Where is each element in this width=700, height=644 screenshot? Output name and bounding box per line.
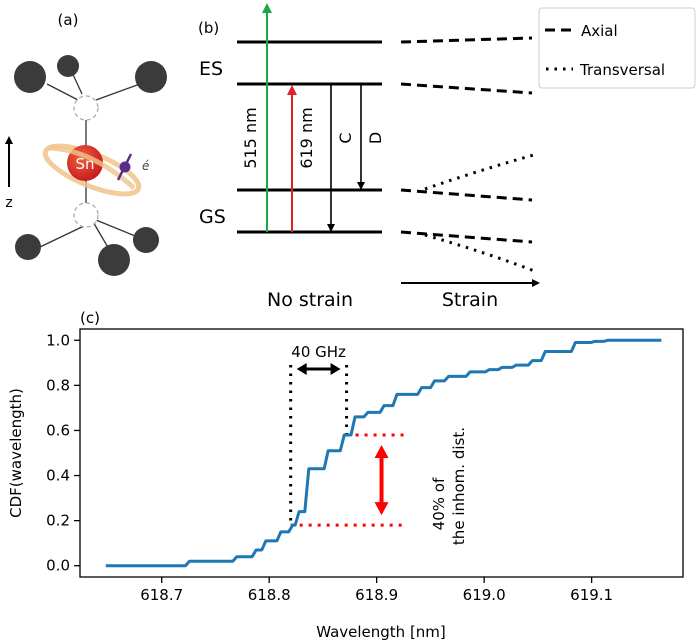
fraction-label-line2: the inhom. dist. <box>450 427 468 545</box>
vacancy-bottom <box>73 202 99 228</box>
y-axis: 0.0 0.2 0.4 0.6 0.8 1.0 <box>46 331 80 575</box>
axial-es-lower <box>400 82 533 95</box>
y-tick-label: 0.2 <box>46 512 70 530</box>
no-strain-label: No strain <box>267 289 353 311</box>
x-tick-label: 618.9 <box>355 586 398 604</box>
x-tick-label: 618.8 <box>248 586 291 604</box>
c-label: C <box>336 132 355 143</box>
x-axis-label: Wavelength [nm] <box>316 623 446 641</box>
axial-gs-upper <box>400 188 533 202</box>
transversal-gs-lower <box>424 233 538 274</box>
electron-label: é <box>142 159 149 173</box>
panel-c-chart: (c) 618.7 618.8 618.9 619.0 619.1 0.00.20.40… <box>7 309 684 641</box>
gs-label: GS <box>199 206 226 228</box>
x-axis: 618.7 618.8 618.9 619.0 619.1 <box>140 577 613 604</box>
fraction-arrowhead-bottom <box>374 502 389 516</box>
y-axis-label: CDF(wavelength) <box>7 388 25 518</box>
fraction-arrowhead-top <box>374 444 389 458</box>
panel-a-label: (a) <box>58 11 79 29</box>
panel-b: (b) ES GS 515 nm 619 nm C D No strain <box>198 3 696 311</box>
y-tick-label: 0.0 <box>46 557 70 575</box>
legend: Axial Transversal <box>538 7 696 89</box>
x-tick-label: 619.1 <box>570 586 613 604</box>
y-tick-label: 0.4 <box>46 467 70 485</box>
bandwidth-label: 40 GHz <box>291 343 346 361</box>
annotations <box>289 363 404 527</box>
x-tick-label: 618.7 <box>140 586 183 604</box>
carbon-atoms <box>14 55 167 276</box>
strain-label: Strain <box>442 289 498 311</box>
y-tick-label: 0.6 <box>46 421 70 439</box>
electron-icon <box>119 161 131 173</box>
d-label: D <box>366 132 385 144</box>
panel-b-label: (b) <box>198 19 219 37</box>
x-tick-label: 619.0 <box>463 586 506 604</box>
sn-label: Sn <box>75 155 94 173</box>
z-axis-label: z <box>5 195 12 211</box>
axial-es-upper <box>400 36 533 44</box>
plot-frame <box>79 328 684 578</box>
strain-lines <box>400 36 538 274</box>
red-wavelength-label: 619 nm <box>297 107 316 168</box>
cdf-line <box>105 338 662 568</box>
y-tick-label: 1.0 <box>46 331 70 349</box>
bandwidth-arrowhead-right <box>330 363 341 375</box>
green-wavelength-label: 515 nm <box>241 107 260 168</box>
y-tick-label: 0.8 <box>46 376 70 394</box>
transversal-gs-upper <box>424 152 538 191</box>
series-layer <box>105 338 662 568</box>
fraction-label-line1: 40% of <box>430 477 448 530</box>
panel-a: (a) Sn é <box>5 11 167 276</box>
bandwidth-arrowhead-left <box>296 363 307 375</box>
es-label: ES <box>199 58 223 80</box>
panel-c-label: (c) <box>80 309 100 327</box>
legend-transversal-label: Transversal <box>579 61 665 79</box>
legend-axial-label: Axial <box>581 22 618 40</box>
axial-gs-lower <box>400 230 533 244</box>
energy-levels <box>237 40 382 234</box>
vacancy-top <box>73 95 99 121</box>
